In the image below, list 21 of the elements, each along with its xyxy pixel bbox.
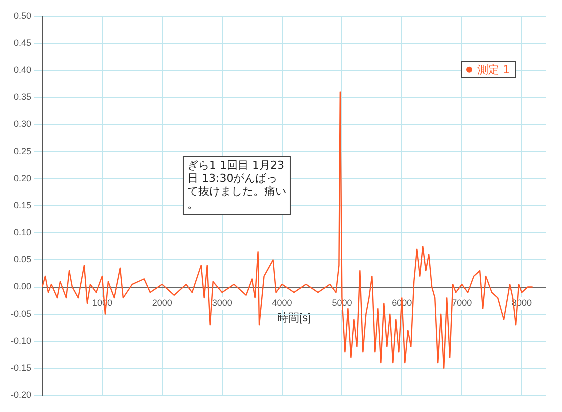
y-tick-label: -0.10 [11,336,32,346]
y-tick-label: -0.20 [11,390,32,400]
x-tick-label: 7000 [452,298,472,308]
y-tick-label: -0.15 [11,363,32,373]
x-tick-label: 3000 [212,298,232,308]
y-tick-label: 0.20 [14,173,32,184]
y-tick-label: 0.50 [14,10,32,21]
legend-label: 測定 1 [478,63,510,76]
y-tick-label: -0.05 [11,308,32,319]
x-tick-label: 2000 [152,298,172,308]
annotation: ぎら1 1回目 1月23日 13:30がんばって抜けました。痛い。 [187,159,286,212]
x-tick-label: 4000 [272,298,292,308]
y-tick-label: 0.40 [14,65,32,76]
y-tick-label: 0.25 [14,146,32,156]
y-tick-label: 0.30 [14,119,32,130]
y-tick-label: 0.00 [14,282,32,292]
y-tick-label: 0.15 [14,200,32,210]
y-tick-label: 0.35 [14,92,32,102]
y-tick-label: 0.10 [14,228,32,238]
y-tick-label: 0.05 [14,254,32,265]
y-tick-label: 0.45 [14,38,32,48]
